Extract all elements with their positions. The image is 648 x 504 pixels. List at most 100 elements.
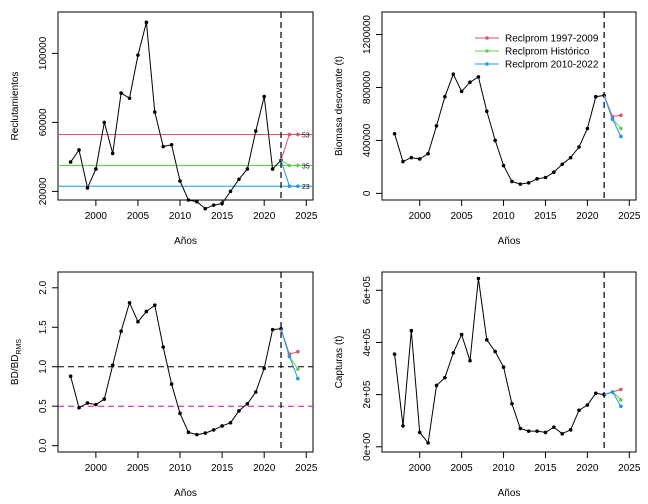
y-axis-label-main: Capturas (t) bbox=[334, 336, 345, 389]
data-point-historical bbox=[136, 319, 140, 324]
data-point-historical bbox=[484, 338, 489, 342]
data-point-historical bbox=[110, 363, 115, 367]
data-point-historical bbox=[195, 432, 199, 437]
data-point-historical bbox=[127, 96, 132, 101]
legend-marker bbox=[485, 49, 489, 53]
data-point-historical bbox=[161, 144, 165, 149]
panel-bottom-right: 2000 2005 2010 2015 2020 2025 0e+00 2e+05 4e+05 6… bbox=[334, 271, 641, 499]
data-point-historical bbox=[526, 429, 531, 433]
data-point-historical bbox=[585, 403, 590, 407]
data-point-historical bbox=[253, 390, 258, 394]
data-point-projection bbox=[610, 390, 615, 394]
x-tick-label: 2015 bbox=[534, 211, 557, 222]
data-point-projection bbox=[619, 113, 623, 118]
y-axis-label: Capturas (t) bbox=[334, 336, 345, 389]
data-point-historical bbox=[262, 366, 266, 371]
data-point-historical bbox=[144, 309, 149, 314]
data-point-projection bbox=[619, 126, 623, 131]
data-point-historical bbox=[493, 138, 497, 143]
y-tick-label: 1200000 bbox=[362, 15, 373, 54]
data-point-historical bbox=[186, 430, 191, 435]
plot-frame bbox=[57, 11, 314, 201]
x-tick-label: 2020 bbox=[576, 211, 599, 222]
data-point-historical bbox=[102, 397, 107, 401]
x-tick-label: 2000 bbox=[409, 211, 432, 222]
x-tick-label: 2005 bbox=[451, 463, 474, 474]
data-point-historical bbox=[85, 401, 90, 405]
x-tick-label: 2010 bbox=[169, 211, 192, 222]
data-point-historical bbox=[434, 124, 439, 128]
data-point-historical bbox=[577, 408, 581, 413]
data-point-historical bbox=[119, 329, 123, 334]
data-point-historical bbox=[94, 402, 98, 407]
y-tick-label: 1.0 bbox=[38, 359, 49, 373]
x-tick-label: 2025 bbox=[618, 211, 641, 222]
x-axis-label: Años bbox=[174, 488, 197, 499]
data-point-historical bbox=[211, 428, 216, 432]
data-point-historical bbox=[85, 186, 90, 190]
x-tick-label: 2020 bbox=[576, 463, 599, 474]
data-point-historical bbox=[543, 175, 548, 180]
data-point-historical bbox=[417, 157, 422, 161]
data-point-historical bbox=[585, 126, 590, 131]
data-point-historical bbox=[178, 411, 182, 416]
series-line-historical bbox=[394, 72, 605, 185]
data-point-historical bbox=[68, 374, 73, 379]
x-tick-label: 2025 bbox=[295, 463, 318, 474]
data-point-historical bbox=[552, 170, 556, 174]
plot-frame bbox=[57, 271, 314, 453]
data-point-historical bbox=[476, 276, 481, 281]
data-point-historical bbox=[426, 151, 430, 156]
reference-line-label: 35 bbox=[302, 164, 310, 171]
data-point-historical bbox=[228, 189, 233, 194]
data-point-historical bbox=[203, 206, 208, 211]
data-point-historical bbox=[468, 358, 472, 363]
data-point-historical bbox=[220, 201, 224, 206]
series-line-projection bbox=[280, 328, 299, 355]
x-tick-label: 2015 bbox=[211, 463, 234, 474]
x-tick-label: 2000 bbox=[85, 211, 108, 222]
data-point-historical bbox=[451, 72, 456, 77]
data-point-historical bbox=[560, 431, 565, 436]
legend-marker bbox=[485, 62, 489, 66]
data-point-historical bbox=[195, 199, 199, 204]
data-point-historical bbox=[127, 300, 132, 305]
x-axis-label: Años bbox=[498, 236, 521, 247]
data-point-historical bbox=[468, 80, 472, 84]
data-point-projection bbox=[619, 404, 623, 409]
panel-top-left: 2000 2005 2010 2015 2020 2025 20000 60000 100000… bbox=[10, 11, 318, 247]
y-axis-label: Biomasa desovante (t) bbox=[334, 56, 345, 156]
data-point-historical bbox=[501, 365, 506, 370]
y-tick-label: 2e+05 bbox=[362, 380, 373, 409]
data-point-historical bbox=[169, 143, 174, 147]
data-point-historical bbox=[451, 351, 456, 355]
y-tick-label: 2.0 bbox=[38, 280, 49, 294]
y-tick-label: 0.0 bbox=[38, 438, 49, 452]
reference-line-label: 53 bbox=[302, 132, 310, 139]
data-point-historical bbox=[245, 402, 250, 406]
data-point-historical bbox=[535, 177, 539, 181]
data-point-projection bbox=[287, 132, 292, 137]
x-tick-label: 2000 bbox=[85, 463, 108, 474]
y-tick-label: 20000 bbox=[38, 177, 49, 205]
data-point-historical bbox=[220, 424, 224, 428]
y-tick-label: 4e+05 bbox=[362, 328, 373, 357]
data-point-historical bbox=[392, 352, 397, 356]
x-tick-label: 2010 bbox=[492, 211, 515, 222]
data-point-historical bbox=[211, 203, 216, 207]
data-point-projection bbox=[296, 184, 300, 189]
data-point-projection bbox=[296, 367, 300, 371]
data-point-historical bbox=[501, 163, 506, 168]
data-point-historical bbox=[270, 167, 275, 171]
data-point-historical bbox=[568, 428, 573, 432]
x-tick-label: 2025 bbox=[295, 211, 318, 222]
x-tick-label: 2005 bbox=[127, 211, 150, 222]
data-point-historical bbox=[203, 431, 208, 435]
data-point-historical bbox=[77, 148, 81, 152]
data-point-historical bbox=[476, 75, 481, 79]
data-point-historical bbox=[459, 332, 464, 337]
plot-frame bbox=[381, 271, 637, 453]
x-tick-label: 2000 bbox=[409, 463, 432, 474]
data-point-historical bbox=[417, 430, 422, 435]
